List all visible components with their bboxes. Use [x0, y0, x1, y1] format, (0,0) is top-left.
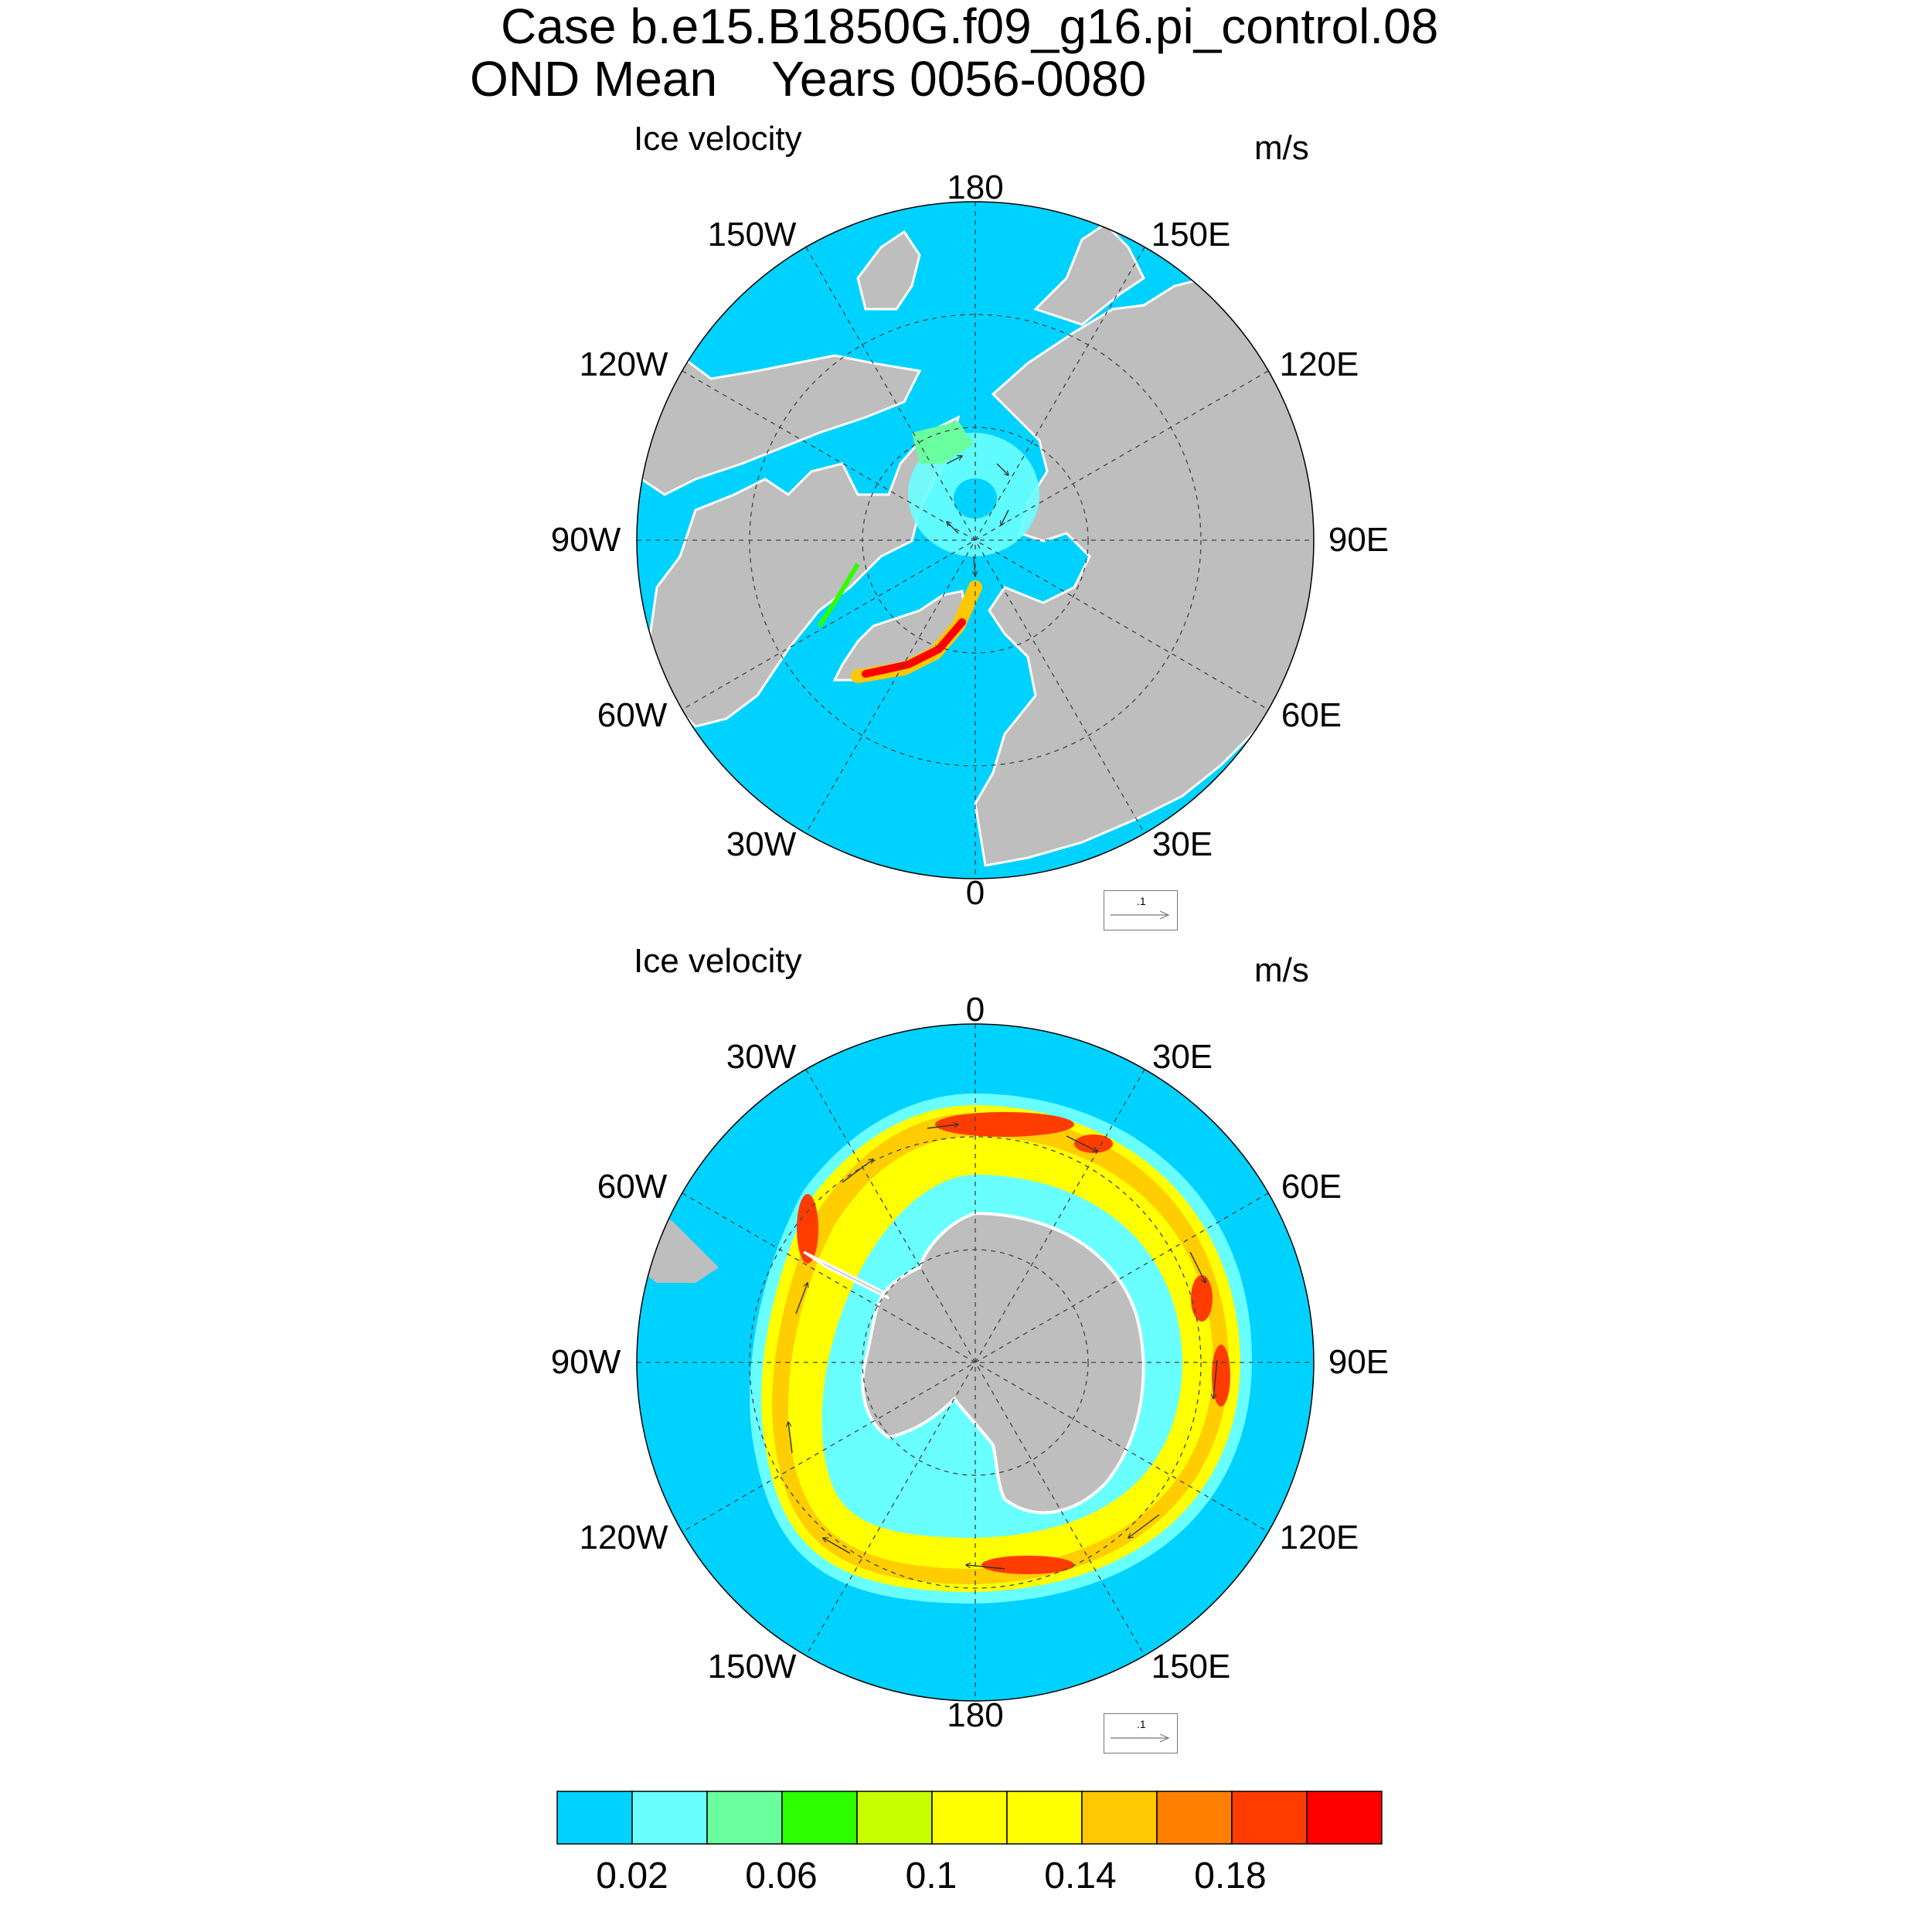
colorbar-box-6	[1006, 1791, 1083, 1845]
south-lon-label-90e: 90E	[1328, 1343, 1389, 1381]
south-lon-label-30w: 30W	[726, 1038, 797, 1076]
north-lon-label-90w: 90W	[550, 521, 621, 559]
colorbar-box-10	[1306, 1791, 1383, 1845]
colorbar-label-0: 0.02	[596, 1855, 668, 1896]
colorbar-label-3: 0.14	[1044, 1855, 1117, 1896]
north-fast-ice-green	[912, 421, 974, 464]
colorbar-label-4: 0.18	[1194, 1855, 1267, 1896]
north-lon-label-150e: 150E	[1151, 216, 1231, 253]
south-lon-label-0: 0	[965, 991, 985, 1029]
north-panel-title: Ice velocity	[634, 120, 802, 158]
north-lon-label-60e: 60E	[1281, 696, 1342, 734]
south-fast-ice-hotspots	[797, 1112, 1230, 1574]
colorbar-box-7	[1081, 1791, 1158, 1845]
north-reference-vector-label: .1	[1137, 895, 1146, 907]
south-panel-title: Ice velocity	[634, 942, 802, 980]
north-reference-arrow-icon	[1111, 910, 1170, 920]
colorbar-label-2: 0.1	[905, 1855, 957, 1896]
south-polar-map	[637, 1024, 1314, 1701]
south-lon-label-30e: 30E	[1151, 1038, 1213, 1076]
south-vectors	[788, 1124, 1218, 1570]
north-land-bering	[856, 223, 1145, 326]
south-lon-label-120w: 120W	[579, 1519, 668, 1556]
colorbar-box-0	[556, 1791, 633, 1845]
south-lon-label-90w: 90W	[550, 1343, 621, 1381]
figure-title-line-2: OND Mean Years 0056-0080	[470, 51, 1147, 107]
south-graticule	[637, 1024, 1314, 1701]
north-polar-map	[637, 202, 1314, 879]
south-reference-vector-box: .1	[1104, 1713, 1178, 1753]
figure-title-line-1: Case b.e15.B1850G.f09_g16.pi_control.08	[501, 0, 1439, 54]
north-lon-label-30e: 30E	[1151, 825, 1213, 863]
colorbar-box-1	[631, 1791, 708, 1845]
north-lon-label-120w: 120W	[579, 345, 668, 383]
south-panel-units: m/s	[1254, 951, 1309, 989]
colorbar-box-8	[1156, 1791, 1233, 1845]
north-lon-label-150w: 150W	[707, 216, 797, 253]
north-lon-label-90e: 90E	[1328, 521, 1389, 559]
colorbar	[556, 1791, 1383, 1845]
south-land-peninsula	[803, 1250, 890, 1300]
south-lon-label-60e: 60E	[1281, 1168, 1342, 1206]
north-lon-label-0: 0	[965, 874, 985, 912]
south-reference-arrow-icon	[1111, 1733, 1170, 1743]
north-lon-label-60w: 60W	[597, 696, 668, 734]
north-graticule	[637, 202, 1314, 879]
colorbar-box-4	[856, 1791, 933, 1845]
colorbar-box-9	[1231, 1791, 1308, 1845]
south-lon-label-180: 180	[947, 1696, 1004, 1734]
north-lon-label-180: 180	[947, 168, 1004, 206]
colorbar-box-5	[931, 1791, 1008, 1845]
north-lon-label-30w: 30W	[726, 825, 797, 863]
north-panel-units: m/s	[1254, 129, 1309, 167]
north-lon-label-120e: 120E	[1279, 345, 1359, 383]
colorbar-box-2	[706, 1791, 783, 1845]
north-vectors	[947, 456, 1009, 576]
north-reference-vector-box: .1	[1104, 890, 1178, 930]
south-lon-label-150e: 150E	[1151, 1648, 1231, 1685]
south-lon-label-120e: 120E	[1279, 1519, 1359, 1556]
south-lon-label-150w: 150W	[707, 1648, 797, 1685]
south-lon-label-60w: 60W	[597, 1168, 668, 1206]
colorbar-box-3	[781, 1791, 858, 1845]
colorbar-label-1: 0.06	[745, 1855, 818, 1896]
south-reference-vector-label: .1	[1137, 1718, 1146, 1730]
